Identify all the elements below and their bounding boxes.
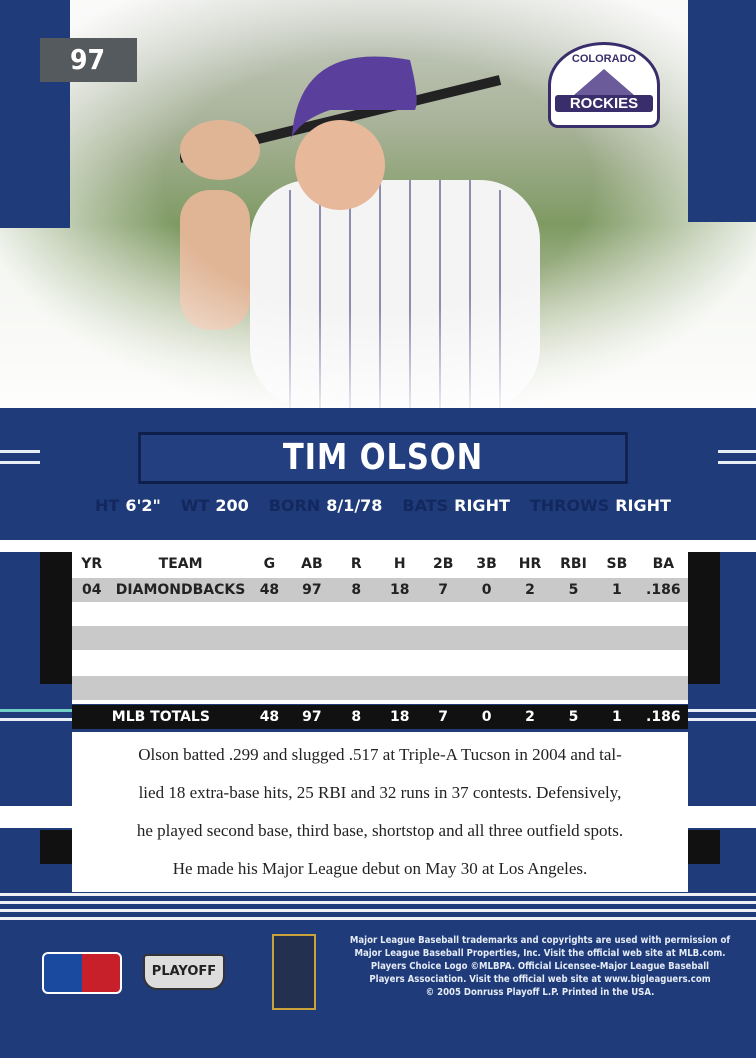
stats-header-row: YR TEAM G AB R H 2B 3B HR RBI SB BA: [72, 552, 688, 576]
rockies-logo: COLORADO ROCKIES: [548, 42, 660, 128]
vital-born: BORN 8/1/78: [268, 496, 383, 515]
bottom-stripes: [0, 893, 756, 925]
stat-cell: 7: [438, 709, 449, 725]
stat-cell: YR: [81, 556, 103, 572]
stat-cell: 2: [525, 582, 535, 598]
bio-line: He made his Major League debut on May 30…: [172, 859, 588, 878]
divider: [0, 450, 40, 453]
left-blue-strip: [0, 0, 70, 228]
stat-cell: 3B: [476, 556, 497, 572]
divider: [0, 718, 72, 721]
right-blue-strip: [688, 0, 756, 222]
right-black-bar: [688, 830, 720, 864]
stat-cell: 2: [525, 709, 535, 725]
divider: [718, 461, 756, 464]
stat-cell: RBI: [560, 556, 587, 572]
stat-cell: H: [393, 556, 406, 572]
bio-text: Olson batted .299 and slugged .517 at Tr…: [72, 732, 688, 892]
stat-cell: 2B: [432, 556, 454, 572]
stats-table: YR TEAM G AB R H 2B 3B HR RBI SB BA 04 DIAMONDBACKS 4…: [72, 552, 688, 704]
logo-text-top: COLORADO: [571, 53, 637, 65]
stat-cell: BA: [652, 556, 675, 572]
stat-cell: .186: [646, 582, 681, 598]
vital-bats: BATS RIGHT: [402, 496, 510, 515]
stat-cell: 1: [612, 582, 622, 598]
divider: [0, 461, 40, 464]
players-choice-logo: [272, 934, 316, 1010]
legal-text: Major League Baseball trademarks and cop…: [349, 935, 731, 998]
logo-text-bottom: ROCKIES: [555, 95, 653, 112]
bio-line: Olson batted .299 and slugged .517 at Tr…: [138, 745, 622, 764]
footer: [0, 925, 756, 1058]
divider: [688, 718, 756, 721]
stat-cell: DIAMONDBACKS: [115, 582, 246, 598]
playoff-logo: PLAYOFF: [143, 954, 225, 990]
bio-line: he played second base, third base, short…: [136, 821, 624, 840]
vital-wt: WT 200: [180, 496, 249, 515]
stat-cell: 0: [481, 709, 492, 725]
table-row: 04 DIAMONDBACKS 48 97 8 18 7 0 2 5 1 .186: [72, 578, 688, 602]
mountain-icon: [574, 69, 634, 95]
stat-cell: .186: [646, 709, 681, 725]
divider: [0, 709, 72, 712]
stat-cell: 7: [438, 582, 449, 598]
right-black-bar: [688, 552, 720, 684]
divider: [688, 806, 756, 828]
divider: [688, 709, 756, 712]
player-name: TIM OLSON: [138, 432, 628, 484]
vitals-row: HT 6'2" WT 200 BORN 8/1/78 BATS RIGHT THROWS…: [95, 496, 671, 518]
stat-cell: 8: [351, 582, 362, 598]
stat-cell: 18: [389, 582, 410, 598]
mlb-totals-row: MLB TOTALS 48 97 8 18 7 0 2 5 1 .186: [72, 705, 688, 729]
card-number: 97: [40, 38, 137, 82]
stat-cell: 0: [481, 582, 492, 598]
stat-cell: MLB TOTALS: [111, 709, 210, 725]
stat-cell: AB: [301, 556, 323, 572]
empty-row: [72, 676, 688, 700]
stat-cell: TEAM: [158, 556, 203, 572]
vital-ht: HT 6'2": [95, 496, 161, 515]
stat-cell: 97: [302, 709, 322, 725]
divider: [0, 540, 756, 552]
bio-line: lied 18 extra-base hits, 25 RBI and 32 r…: [138, 783, 622, 802]
left-black-bar: [40, 552, 72, 684]
stat-cell: R: [350, 556, 362, 572]
stat-cell: 5: [568, 582, 579, 598]
empty-row: [72, 626, 688, 650]
stat-cell: 18: [389, 709, 410, 725]
left-black-bar: [40, 830, 72, 864]
stat-cell: G: [263, 556, 276, 572]
vital-throws: THROWS RIGHT: [529, 496, 671, 515]
stat-cell: HR: [518, 556, 542, 572]
divider: [0, 806, 72, 828]
divider: [718, 450, 756, 453]
stat-cell: 04: [82, 582, 102, 598]
stat-cell: 48: [259, 582, 280, 598]
stat-cell: 48: [259, 709, 280, 725]
stat-cell: SB: [606, 556, 628, 572]
stat-cell: 5: [568, 709, 579, 725]
stat-cell: 97: [302, 582, 322, 598]
stat-cell: 1: [612, 709, 622, 725]
stat-cell: 8: [351, 709, 362, 725]
mlb-logo: [42, 952, 122, 994]
